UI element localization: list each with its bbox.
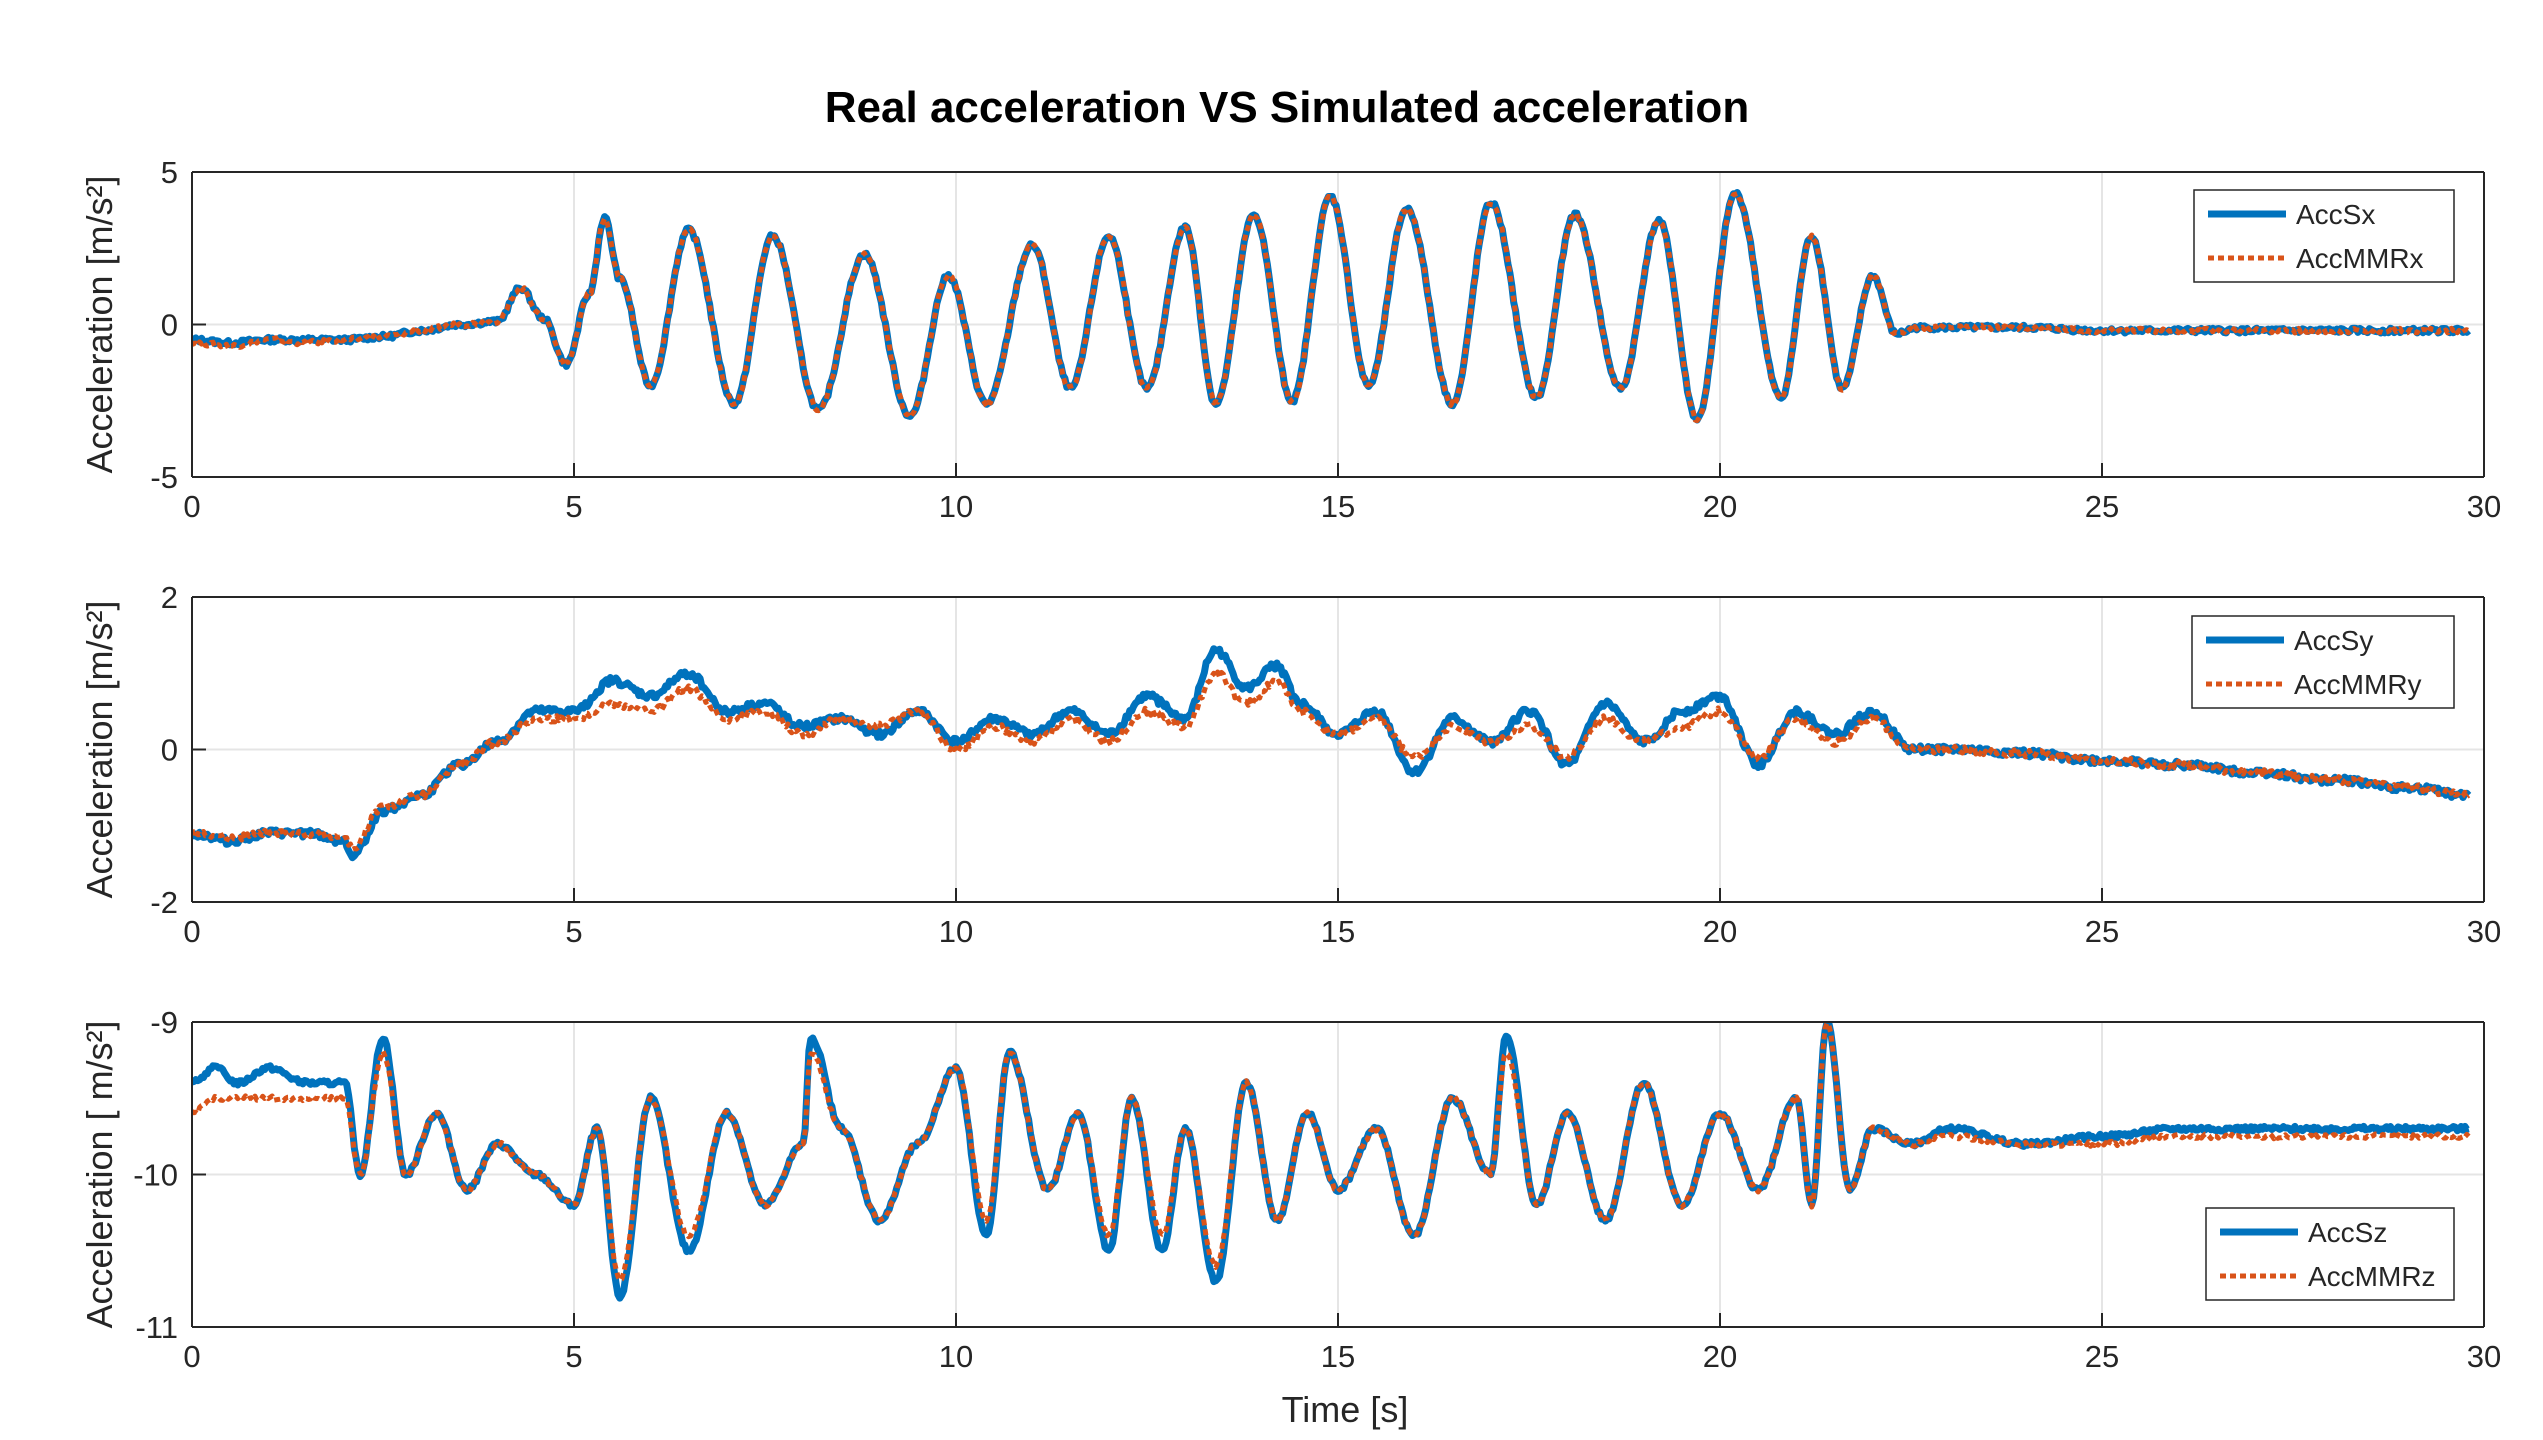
legend-box — [2205, 1207, 2455, 1301]
legend-label-accmmrx: AccMMRx — [2296, 243, 2424, 274]
subplot-3: 0 5 10 15 20 25 30 -11 -10 -9 Acceleration [ m/s²]… — [79, 1005, 2501, 1374]
x-tick-label: 25 — [2085, 1339, 2119, 1374]
x-tick-label: 30 — [2467, 914, 2501, 949]
x-tick-label: 20 — [1703, 914, 1737, 949]
y-tick-label: 5 — [161, 155, 178, 190]
y-axis-label: Acceleration [m/s²] — [79, 175, 120, 473]
x-tick-label: 15 — [1321, 914, 1355, 949]
x-tick-label: 15 — [1321, 1339, 1355, 1374]
legend: AccSx AccMMRx — [2193, 189, 2455, 283]
y-tick-label: -10 — [133, 1158, 178, 1193]
y-tick-label: 0 — [161, 733, 178, 768]
y-tick-label: 2 — [161, 580, 178, 615]
legend-label-accmmry: AccMMRy — [2294, 669, 2422, 700]
series-accmmrz — [192, 1022, 2471, 1283]
legend-label-accmmrz: AccMMRz — [2308, 1261, 2436, 1292]
x-axis-label: Time [s] — [1282, 1389, 1409, 1430]
x-tick-label: 0 — [183, 489, 200, 524]
x-tick-label: 25 — [2085, 914, 2119, 949]
series-accmmrx — [192, 191, 2470, 424]
x-tick-label: 5 — [565, 1339, 582, 1374]
x-tick-label: 15 — [1321, 489, 1355, 524]
series-accsx — [192, 189, 2472, 424]
x-tick-label: 30 — [2467, 489, 2501, 524]
legend-label-accsy: AccSy — [2294, 625, 2373, 656]
y-tick-label: -11 — [135, 1310, 178, 1345]
y-tick-label: 0 — [161, 308, 178, 343]
y-tick-label: -9 — [150, 1005, 178, 1040]
x-tick-label: 10 — [939, 489, 973, 524]
x-tick-label: 20 — [1703, 1339, 1737, 1374]
series-accmmry — [192, 669, 2471, 852]
series-accsz — [192, 1022, 2471, 1302]
x-tick-label: 20 — [1703, 489, 1737, 524]
x-tick-label: 25 — [2085, 489, 2119, 524]
series-accsy — [192, 645, 2472, 862]
x-tick-label: 0 — [183, 1339, 200, 1374]
y-tick-label: -5 — [150, 460, 178, 495]
legend-label-accsz: AccSz — [2308, 1217, 2387, 1248]
legend-box — [2191, 615, 2455, 709]
x-tick-label: 5 — [565, 489, 582, 524]
x-tick-label: 5 — [565, 914, 582, 949]
x-tick-label: 0 — [183, 914, 200, 949]
legend: AccSz AccMMRz — [2205, 1207, 2455, 1301]
y-axis-label: Acceleration [m/s²] — [79, 600, 120, 898]
y-axis-label: Acceleration [ m/s²] — [79, 1020, 120, 1328]
figure-title: Real acceleration VS Simulated accelerat… — [825, 83, 1749, 132]
x-tick-label: 10 — [939, 914, 973, 949]
x-tick-label: 10 — [939, 1339, 973, 1374]
legend: AccSy AccMMRy — [2191, 615, 2455, 709]
legend-label-accsx: AccSx — [2296, 199, 2375, 230]
x-tick-label: 30 — [2467, 1339, 2501, 1374]
y-tick-label: -2 — [150, 885, 178, 920]
legend-box — [2193, 189, 2455, 283]
